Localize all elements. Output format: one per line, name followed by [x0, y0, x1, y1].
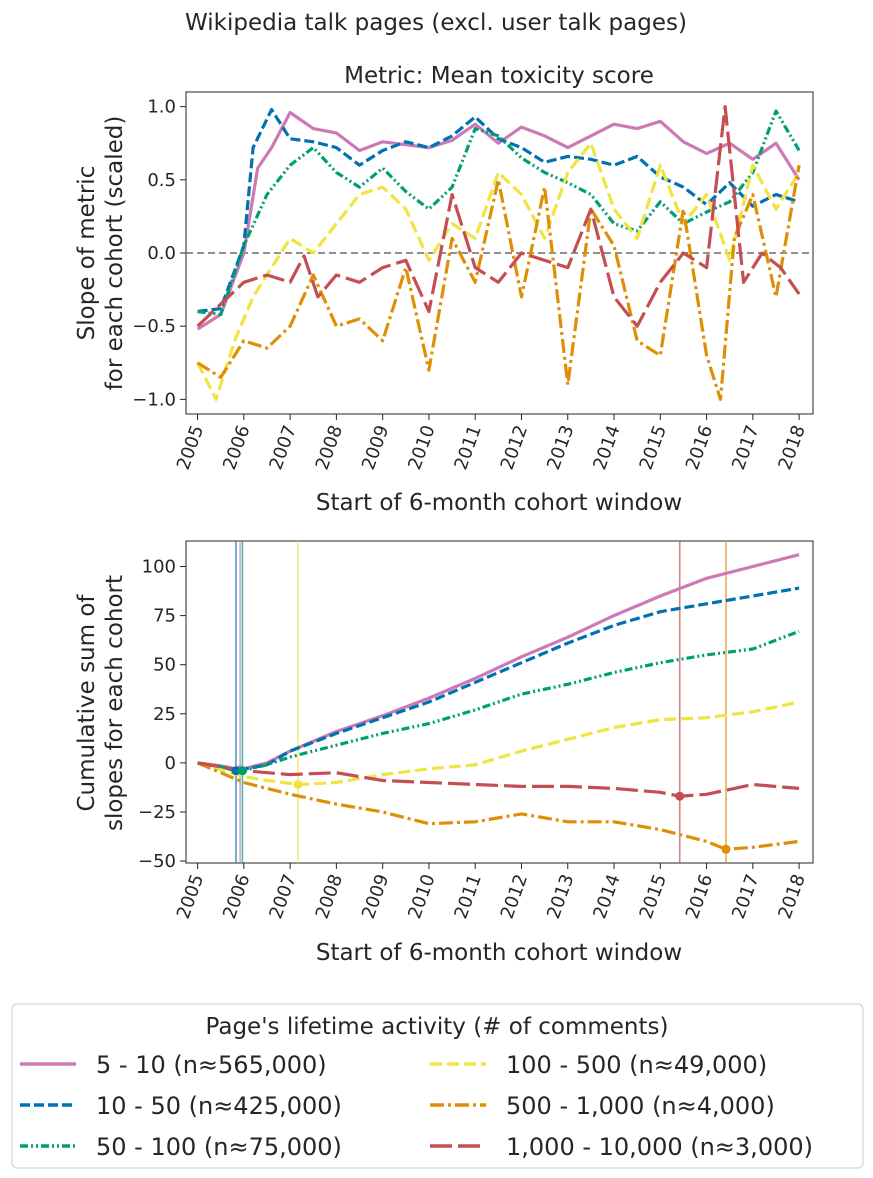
x-tick-label: 2016: [682, 872, 717, 922]
y-tick-label: 0.5: [147, 170, 176, 191]
y-tick-label: 0.0: [147, 243, 176, 264]
x-axis-ticks: 2005 2006 2007 2008 2009 2010 2011 2012 2013 2014…: [173, 863, 810, 922]
legend-label: 10 - 50 (n≈425,000): [96, 1092, 342, 1120]
legend: Page's lifetime activity (# of comments)…: [11, 1003, 864, 1169]
y-axis-label-text: Cumulative sum ofslopes for each cohort: [74, 575, 128, 831]
y-tick-label: −1.0: [132, 389, 176, 410]
y-tick-label: 50: [153, 655, 176, 676]
legend-label: 1,000 - 10,000 (n≈3,000): [506, 1133, 813, 1161]
series-line-c10_50: [197, 586, 800, 773]
x-tick-label: 2009: [358, 423, 393, 473]
minimum-point: [675, 791, 685, 801]
y-axis-ticks: −1.0 −0.5 0.0 0.5 1.0: [132, 97, 186, 410]
y-tick-label: 25: [153, 704, 176, 725]
series-line-c1000_10000: [196, 104, 801, 328]
x-tick-label: 2007: [265, 872, 300, 922]
series-line-c50_100: [197, 629, 800, 773]
x-tick-label: 2006: [219, 423, 254, 473]
legend-box: [11, 1003, 864, 1169]
y-tick-label: 0: [165, 753, 176, 774]
legend-title: Page's lifetime activity (# of comments): [206, 1014, 669, 1040]
legend-item-c100_500: 100 - 500 (n≈49,000): [430, 1051, 767, 1079]
x-tick-label: 2013: [543, 872, 578, 922]
y-tick-label: −25: [138, 802, 176, 823]
figure-title: Wikipedia talk pages (excl. user talk pa…: [185, 10, 687, 36]
x-tick-label: 2006: [219, 872, 254, 922]
x-tick-label: 2015: [636, 872, 671, 922]
x-tick-label: 2005: [173, 423, 208, 473]
x-tick-label: 2010: [404, 423, 439, 473]
series-line-c1000_10000: [197, 761, 800, 798]
legend-item-c5_10: 5 - 10 (n≈565,000): [20, 1051, 327, 1079]
y-axis-ticks: −50 −25 0 25 50 75 100: [138, 557, 186, 872]
x-tick-label: 2008: [312, 423, 347, 473]
legend-item-c50_100: 50 - 100 (n≈75,000): [20, 1133, 342, 1161]
x-tick-label: 2010: [404, 872, 439, 922]
x-tick-label: 2013: [543, 423, 578, 473]
legend-label: 5 - 10 (n≈565,000): [96, 1051, 327, 1079]
x-tick-label: 2012: [497, 423, 532, 473]
legend-item-c1000_10000: 1,000 - 10,000 (n≈3,000): [430, 1133, 813, 1161]
legend-label: 50 - 100 (n≈75,000): [96, 1133, 342, 1161]
minimum-point: [293, 779, 303, 789]
x-tick-label: 2012: [497, 872, 532, 922]
series-line-c50_100: [197, 109, 801, 317]
toxicity-slope-chart: Metric: Mean toxicity score −1.0 −0.5 0.0 0…: [74, 63, 814, 516]
plot-lines: [186, 104, 813, 401]
x-tick-label: 2005: [173, 872, 208, 922]
legend-label: 500 - 1,000 (n≈4,000): [506, 1092, 775, 1120]
minimum-point: [237, 766, 247, 776]
x-tick-label: 2017: [728, 872, 763, 922]
y-tick-label: −0.5: [132, 316, 176, 337]
y-tick-label: −50: [138, 851, 176, 872]
y-axis-label: Slope of metricfor each cohort (scaled): [74, 116, 128, 391]
legend-label: 100 - 500 (n≈49,000): [506, 1051, 767, 1079]
x-tick-label: 2018: [774, 872, 809, 922]
series-line-c100_500: [197, 700, 800, 787]
legend-item-c500_1000: 500 - 1,000 (n≈4,000): [430, 1092, 775, 1120]
series-line-c100_500: [196, 141, 801, 401]
minimum-point: [231, 766, 241, 776]
x-tick-label: 2007: [265, 423, 300, 473]
y-axis-label-text: Slope of metricfor each cohort (scaled): [74, 116, 128, 391]
chart-title: Metric: Mean toxicity score: [344, 63, 654, 89]
x-tick-label: 2017: [728, 423, 763, 473]
x-tick-label: 2014: [589, 423, 624, 473]
x-tick-label: 2008: [312, 872, 347, 922]
x-tick-label: 2018: [774, 423, 809, 473]
plot-lines: [196, 541, 800, 863]
series-line-c500_1000: [196, 164, 801, 401]
x-tick-label: 2015: [636, 423, 671, 473]
y-tick-label: 1.0: [147, 97, 176, 118]
y-tick-label: 75: [153, 606, 176, 627]
x-axis-label: Start of 6-month cohort window: [316, 490, 682, 516]
series-line-c500_1000: [196, 761, 800, 851]
minimum-point: [721, 844, 731, 854]
y-tick-label: 100: [142, 557, 176, 578]
x-tick-label: 2016: [682, 423, 717, 473]
x-tick-label: 2009: [358, 872, 393, 922]
x-axis-ticks: 2005 2006 2007 2008 2009 2010 2011 2012 2013 2014…: [173, 414, 810, 473]
x-tick-label: 2014: [589, 872, 624, 922]
x-tick-label: 2011: [451, 423, 486, 473]
legend-item-c10_50: 10 - 50 (n≈425,000): [20, 1092, 342, 1120]
cumulative-sum-chart: −50 −25 0 25 50 75 100 2005 2006 2007 2008 2009 201…: [74, 540, 814, 966]
x-tick-label: 2011: [451, 872, 486, 922]
y-axis-label: Cumulative sum ofslopes for each cohort: [74, 575, 128, 831]
x-axis-label: Start of 6-month cohort window: [316, 940, 682, 966]
